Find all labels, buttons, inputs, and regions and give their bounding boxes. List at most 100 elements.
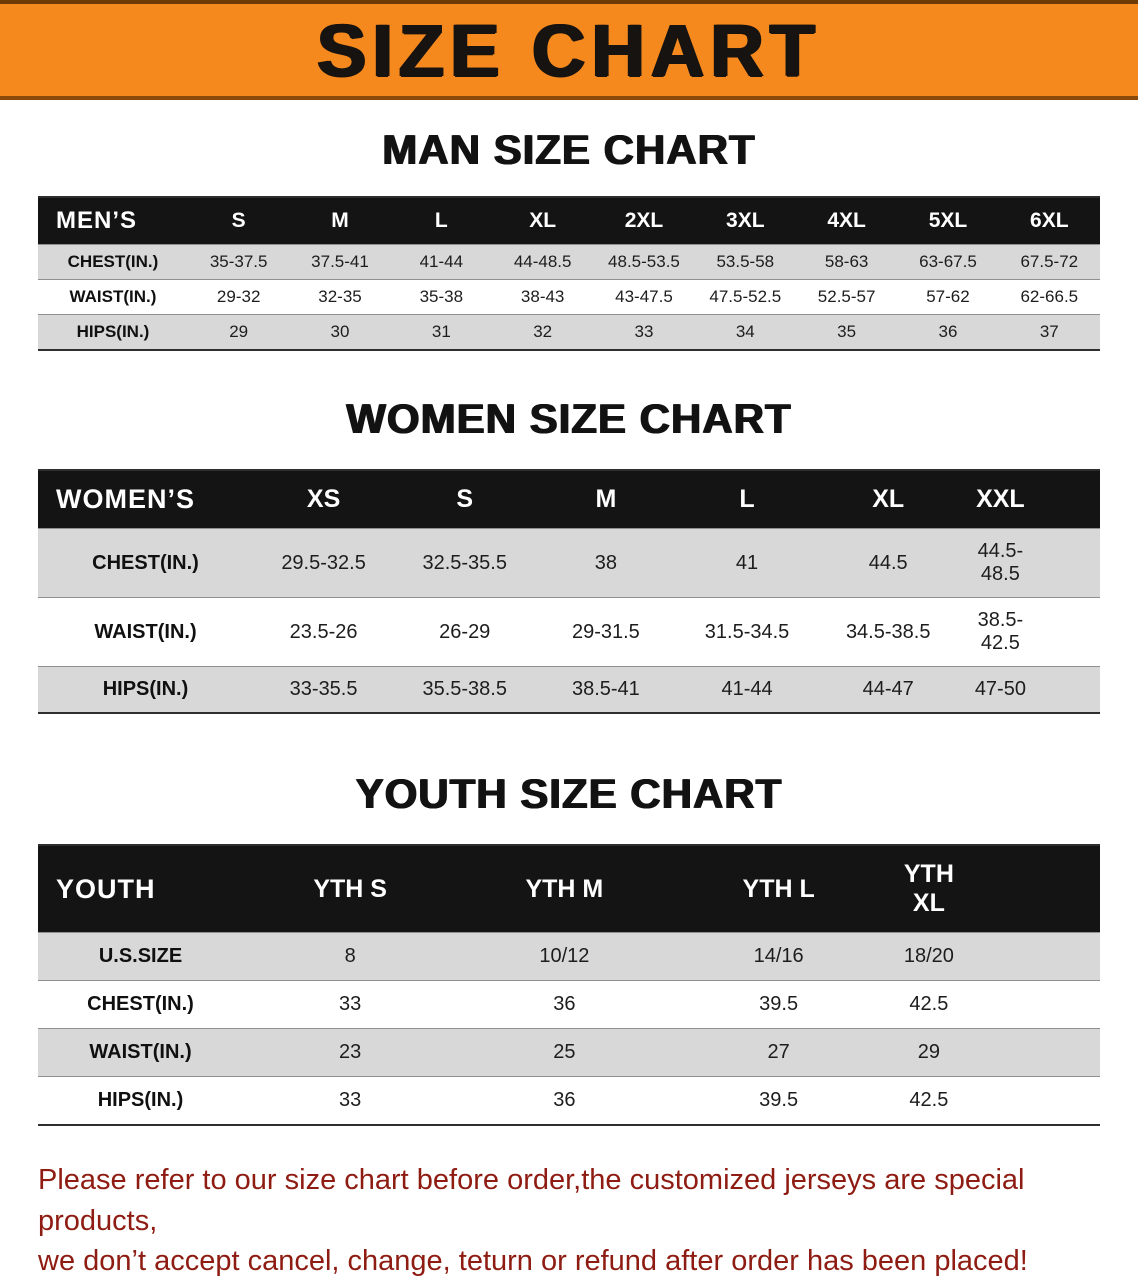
size-column-header: YTH XL xyxy=(885,845,1100,933)
size-column-header: M xyxy=(535,470,677,529)
size-value: 14/16 xyxy=(753,945,804,967)
size-value: 44.5-48.5 xyxy=(977,540,1024,585)
size-value: 44.5 xyxy=(868,551,908,574)
size-value: 33 xyxy=(634,322,654,341)
size-column-header: YTH M xyxy=(457,845,672,933)
size-value: 25 xyxy=(553,1041,576,1063)
size-value: 52.5-57 xyxy=(817,287,876,306)
youth-size-table: YOUTH YTH S YTH M YTH L YTH XL U.S.SIZE 8 10/1… xyxy=(38,844,1100,1126)
size-value: 53.5-58 xyxy=(716,252,775,271)
table-row: CHEST(IN.) 29.5-32.5 32.5-35.5 38 41 44.5 44.5… xyxy=(38,528,1100,598)
row-label: CHEST(IN.) xyxy=(92,551,199,574)
size-value: 38.5-41 xyxy=(571,678,640,700)
size-value: 32 xyxy=(533,322,553,341)
disclaimer-line-1: Please refer to our size chart before or… xyxy=(38,1164,1025,1237)
row-label: HIPS(IN.) xyxy=(76,322,150,341)
size-value: 62-66.5 xyxy=(1020,287,1079,306)
size-value: 38 xyxy=(594,551,618,574)
size-value: 33 xyxy=(339,1089,362,1111)
size-column-header: XL xyxy=(817,470,959,529)
size-value: 67.5-72 xyxy=(1020,252,1079,271)
youth-size-section: YOUTH SIZE CHART YOUTH YTH S YTH M YTH L YTH… xyxy=(0,770,1138,1126)
size-value: 29-32 xyxy=(216,287,261,306)
size-value: 29 xyxy=(917,1041,940,1063)
header-row: MEN’S S M L XL 2XL 3XL 4XL 5XL 6XL xyxy=(38,197,1100,245)
size-column-header: XL xyxy=(491,197,594,245)
size-column-header: 4XL xyxy=(795,197,898,245)
size-value: 44-47 xyxy=(862,678,914,700)
size-value: 57-62 xyxy=(926,287,970,306)
size-value: 41-44 xyxy=(419,252,464,271)
size-value: 37.5-41 xyxy=(311,252,369,271)
size-value: 48.5-53.5 xyxy=(608,252,680,271)
row-label: WAIST(IN.) xyxy=(94,620,197,643)
table-corner-label: YOUTH xyxy=(38,845,243,933)
size-value: 29-31.5 xyxy=(571,620,640,643)
size-value: 36 xyxy=(553,993,576,1015)
size-value: 29.5-32.5 xyxy=(281,551,366,574)
size-column-header: S xyxy=(188,197,290,245)
size-value: 39.5 xyxy=(759,1089,799,1111)
size-value: 34 xyxy=(735,322,755,341)
size-value: 8 xyxy=(344,945,356,967)
size-value: 26-29 xyxy=(439,620,491,643)
row-label: U.S.SIZE xyxy=(98,945,183,967)
size-value: 42.5 xyxy=(909,1089,949,1111)
table-row: WAIST(IN.) 23.5-26 26-29 29-31.5 31.5-34.5 34… xyxy=(38,597,1100,667)
size-column-header: YTH L xyxy=(671,845,886,933)
table-corner-label: MEN’S xyxy=(38,197,188,245)
size-value: 23.5-26 xyxy=(289,620,358,643)
row-label: CHEST(IN.) xyxy=(67,252,159,271)
size-value: 31.5-34.5 xyxy=(704,620,790,643)
table-row: WAIST(IN.) 29-32 32-35 35-38 38-43 43-47.5 47.… xyxy=(38,279,1100,315)
row-label: HIPS(IN.) xyxy=(102,678,189,700)
youth-section-heading: YOUTH SIZE CHART xyxy=(355,770,783,817)
size-value: 32.5-35.5 xyxy=(422,551,507,574)
men-size-section: MAN SIZE CHART MEN’S S M L XL 2XL 3XL 4XL 5XL 6XL… xyxy=(0,126,1138,351)
header-row: WOMEN’S XS S M L XL XXL xyxy=(38,470,1100,529)
size-value: 29 xyxy=(229,322,249,341)
size-value: 41-44 xyxy=(721,678,773,700)
table-corner-label: WOMEN’S xyxy=(38,470,253,529)
size-value: 43-47.5 xyxy=(615,287,673,306)
size-value: 42.5 xyxy=(909,993,949,1015)
size-value: 39.5 xyxy=(759,993,799,1015)
women-section-heading: WOMEN SIZE CHART xyxy=(346,395,792,442)
table-row: HIPS(IN.) 29 30 31 32 33 34 35 36 37 xyxy=(38,314,1100,350)
size-column-header: 6XL xyxy=(998,197,1100,245)
size-value: 36 xyxy=(553,1089,576,1111)
size-column-header: XS xyxy=(253,470,395,529)
size-value: 47.5-52.5 xyxy=(709,287,782,306)
size-value: 35-37.5 xyxy=(209,252,268,271)
size-value: 18/20 xyxy=(903,945,954,967)
size-value: 34.5-38.5 xyxy=(845,620,931,643)
size-value: 38-43 xyxy=(520,287,565,306)
row-label: HIPS(IN.) xyxy=(97,1089,184,1111)
page-title: SIZE CHART xyxy=(317,8,821,92)
row-label: WAIST(IN.) xyxy=(89,1041,192,1063)
size-value: 27 xyxy=(767,1041,790,1063)
row-label: CHEST(IN.) xyxy=(87,993,194,1015)
table-row: U.S.SIZE 8 10/12 14/16 18/20 xyxy=(38,932,1100,981)
size-value: 10/12 xyxy=(539,945,590,967)
size-value: 41 xyxy=(735,551,759,574)
row-label: WAIST(IN.) xyxy=(69,287,157,306)
size-value: 63-67.5 xyxy=(919,252,977,271)
size-value: 23 xyxy=(339,1041,362,1063)
table-row: WAIST(IN.) 23 25 27 29 xyxy=(38,1028,1100,1077)
size-column-header: 3XL xyxy=(694,197,796,245)
table-row: CHEST(IN.) 35-37.5 37.5-41 41-44 44-48.5 48.5… xyxy=(38,244,1100,280)
size-value: 33 xyxy=(339,993,362,1015)
size-value: 36 xyxy=(938,322,958,341)
size-value: 37 xyxy=(1039,322,1059,341)
header-row: YOUTH YTH S YTH M YTH L YTH XL xyxy=(38,845,1100,933)
size-column-header: L xyxy=(676,470,818,529)
size-value: 33-35.5 xyxy=(289,678,358,700)
size-column-header: 5XL xyxy=(897,197,999,245)
women-size-section: WOMEN SIZE CHART WOMEN’S XS S M L XL XXL CHEST… xyxy=(0,395,1138,714)
size-value: 58-63 xyxy=(824,252,869,271)
table-row: HIPS(IN.) 33 36 39.5 42.5 xyxy=(38,1076,1100,1125)
banner: SIZE CHART xyxy=(0,0,1138,100)
size-value: 30 xyxy=(330,322,350,341)
